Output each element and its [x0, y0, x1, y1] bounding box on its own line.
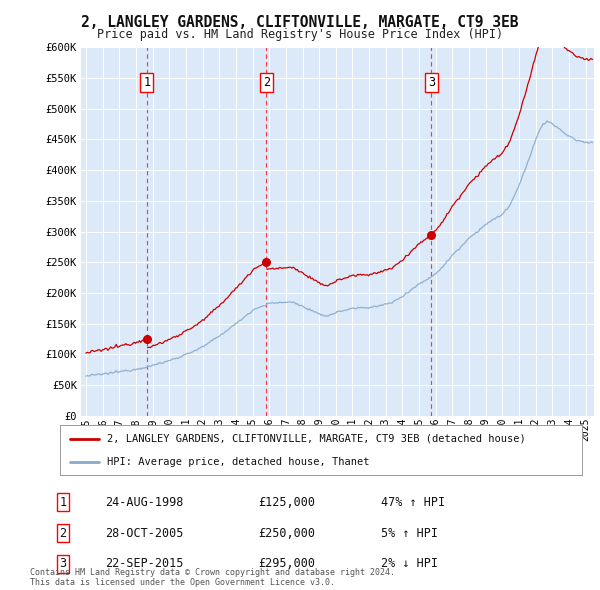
Text: HPI: Average price, detached house, Thanet: HPI: Average price, detached house, Than… [107, 457, 370, 467]
Text: 2, LANGLEY GARDENS, CLIFTONVILLE, MARGATE, CT9 3EB: 2, LANGLEY GARDENS, CLIFTONVILLE, MARGAT… [81, 15, 519, 30]
Text: 5% ↑ HPI: 5% ↑ HPI [381, 526, 438, 539]
Text: 2: 2 [263, 76, 270, 88]
Text: £295,000: £295,000 [258, 557, 315, 570]
Text: Contains HM Land Registry data © Crown copyright and database right 2024.
This d: Contains HM Land Registry data © Crown c… [30, 568, 395, 587]
Text: 1: 1 [59, 496, 67, 509]
Text: 28-OCT-2005: 28-OCT-2005 [105, 526, 184, 539]
Text: 2% ↓ HPI: 2% ↓ HPI [381, 557, 438, 570]
Text: Price paid vs. HM Land Registry's House Price Index (HPI): Price paid vs. HM Land Registry's House … [97, 28, 503, 41]
Text: £250,000: £250,000 [258, 526, 315, 539]
Text: 2, LANGLEY GARDENS, CLIFTONVILLE, MARGATE, CT9 3EB (detached house): 2, LANGLEY GARDENS, CLIFTONVILLE, MARGAT… [107, 434, 526, 444]
Text: 2: 2 [59, 526, 67, 539]
Text: 47% ↑ HPI: 47% ↑ HPI [381, 496, 445, 509]
Text: 3: 3 [428, 76, 435, 88]
Text: 24-AUG-1998: 24-AUG-1998 [105, 496, 184, 509]
Text: 1: 1 [143, 76, 151, 88]
Text: 22-SEP-2015: 22-SEP-2015 [105, 557, 184, 570]
Text: 3: 3 [59, 557, 67, 570]
Text: £125,000: £125,000 [258, 496, 315, 509]
